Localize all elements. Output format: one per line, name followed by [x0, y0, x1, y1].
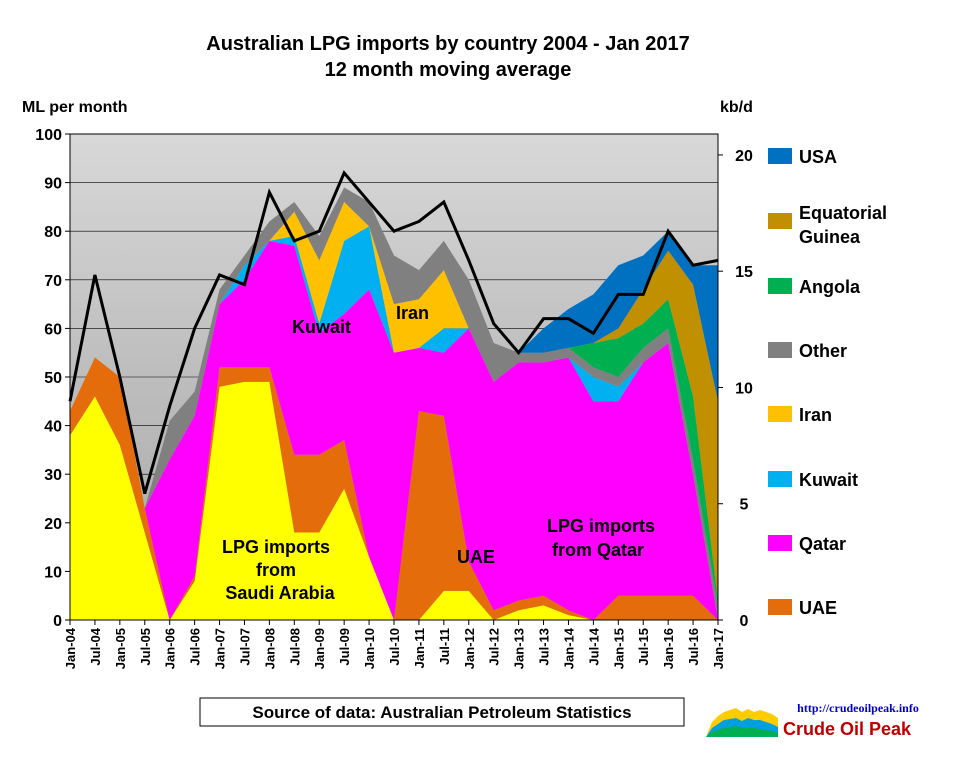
y-tick-label: 50 [44, 370, 62, 387]
x-tick-label: Jul-09 [337, 628, 352, 666]
logo: http://crudeoilpeak.info Crude Oil Peak [706, 701, 919, 739]
x-tick-label: Jan-04 [63, 627, 78, 669]
y2-tick-label: 0 [740, 613, 749, 630]
legend-label: UAE [799, 598, 837, 618]
logo-text: Crude Oil Peak [783, 719, 912, 739]
y-tick-label: 40 [44, 419, 62, 436]
x-tick-label: Jan-10 [362, 628, 377, 669]
y-axis-title: ML per month [22, 99, 127, 116]
annotation-uae: UAE [457, 547, 495, 567]
legend: USA Equatorial Guinea Angola Other Iran Kuwait… [768, 147, 887, 618]
legend-swatch-angola [768, 278, 792, 294]
x-tick-label: Jul-11 [437, 628, 452, 665]
x-tick-label: Jul-08 [287, 628, 302, 666]
y2-tick-label: 10 [735, 380, 753, 397]
x-tick-label: Jan-12 [462, 628, 477, 669]
logo-url: http://crudeoilpeak.info [797, 701, 919, 715]
annotation-saudi-line2: from [256, 560, 296, 580]
y2-tick-label: 5 [740, 497, 749, 514]
x-tick-label: Jul-16 [686, 628, 701, 666]
x-tick-label: Jan-15 [611, 628, 626, 669]
area-saudi [70, 381, 718, 620]
y2-axis-ticks: 0 5 10 15 20 [718, 148, 753, 630]
x-tick-label: Jul-05 [138, 628, 153, 666]
x-tick-label: Jan-13 [512, 628, 527, 669]
legend-label: Kuwait [799, 470, 858, 490]
y2-axis-title: kb/d [720, 99, 753, 116]
x-tick-label: Jul-15 [636, 628, 651, 666]
y-tick-label: 0 [53, 613, 62, 630]
x-tick-label: Jul-06 [188, 628, 203, 666]
x-tick-label: Jan-05 [113, 628, 128, 669]
x-tick-label: Jan-14 [561, 627, 576, 669]
legend-label: Qatar [799, 534, 846, 554]
x-axis-ticks: Jan-04 Jul-04 Jan-05 Jul-05 Jan-06 Jul-06 Jan-… [63, 620, 726, 669]
y-tick-label: 70 [44, 273, 62, 290]
x-tick-label: Jul-07 [237, 628, 252, 666]
legend-swatch-iran [768, 406, 792, 422]
y2-tick-label: 15 [735, 264, 753, 281]
y-axis-ticks: 0 10 20 30 40 50 60 70 80 90 100 [35, 127, 70, 630]
source-box [199, 697, 685, 727]
legend-label: Other [799, 341, 847, 361]
annotation-qatar-line1: LPG imports [547, 516, 655, 536]
y-tick-label: 100 [35, 127, 62, 144]
y-tick-label: 60 [44, 321, 62, 338]
x-tick-label: Jan-08 [262, 628, 277, 669]
x-tick-label: Jul-12 [487, 628, 502, 666]
legend-label: Angola [799, 277, 861, 297]
annotation-qatar-line2: from Qatar [552, 540, 644, 560]
legend-swatch-qatar [768, 535, 792, 551]
chart-title: Australian LPG imports by country 2004 -… [206, 33, 690, 55]
annotation-iran: Iran [396, 303, 429, 323]
legend-label-line2: Guinea [799, 227, 861, 247]
legend-label-line1: Equatorial [799, 203, 887, 223]
x-tick-label: Jan-17 [711, 628, 726, 669]
logo-chart-icon [706, 708, 778, 737]
y-tick-label: 20 [44, 516, 62, 533]
annotation-kuwait: Kuwait [292, 317, 351, 337]
legend-label: Iran [799, 405, 832, 425]
legend-swatch-kuwait [768, 471, 792, 487]
x-tick-label: Jul-04 [88, 627, 103, 665]
stacked-areas [70, 187, 718, 621]
x-tick-label: Jan-09 [312, 628, 327, 669]
legend-swatch-other [768, 342, 792, 358]
y-tick-label: 10 [44, 564, 62, 581]
legend-label: USA [799, 147, 837, 167]
x-tick-label: Jan-07 [213, 628, 228, 669]
annotation-saudi-line1: LPG imports [222, 537, 330, 557]
source-text: Source of data: Australian Petroleum Sta… [252, 703, 631, 722]
x-tick-label: Jul-13 [537, 628, 552, 666]
legend-swatch-uae [768, 599, 792, 615]
x-tick-label: Jul-10 [387, 628, 402, 666]
annotation-saudi-line3: Saudi Arabia [225, 583, 335, 603]
legend-swatch-equatorial-guinea [768, 213, 792, 229]
area-qatar [70, 240, 718, 621]
x-tick-label: Jan-11 [412, 628, 427, 668]
y-tick-label: 80 [44, 224, 62, 241]
x-tick-label: Jan-06 [163, 628, 178, 669]
total-line [68, 170, 719, 495]
x-tick-label: Jan-16 [661, 628, 676, 669]
y-tick-label: 30 [44, 467, 62, 484]
y2-tick-label: 20 [735, 148, 753, 165]
area-other [70, 187, 718, 620]
y-tick-label: 90 [44, 176, 62, 193]
legend-swatch-usa [768, 148, 792, 164]
x-tick-label: Jul-14 [586, 627, 601, 665]
chart-subtitle: 12 month moving average [325, 59, 572, 81]
total-line-group [68, 170, 719, 495]
